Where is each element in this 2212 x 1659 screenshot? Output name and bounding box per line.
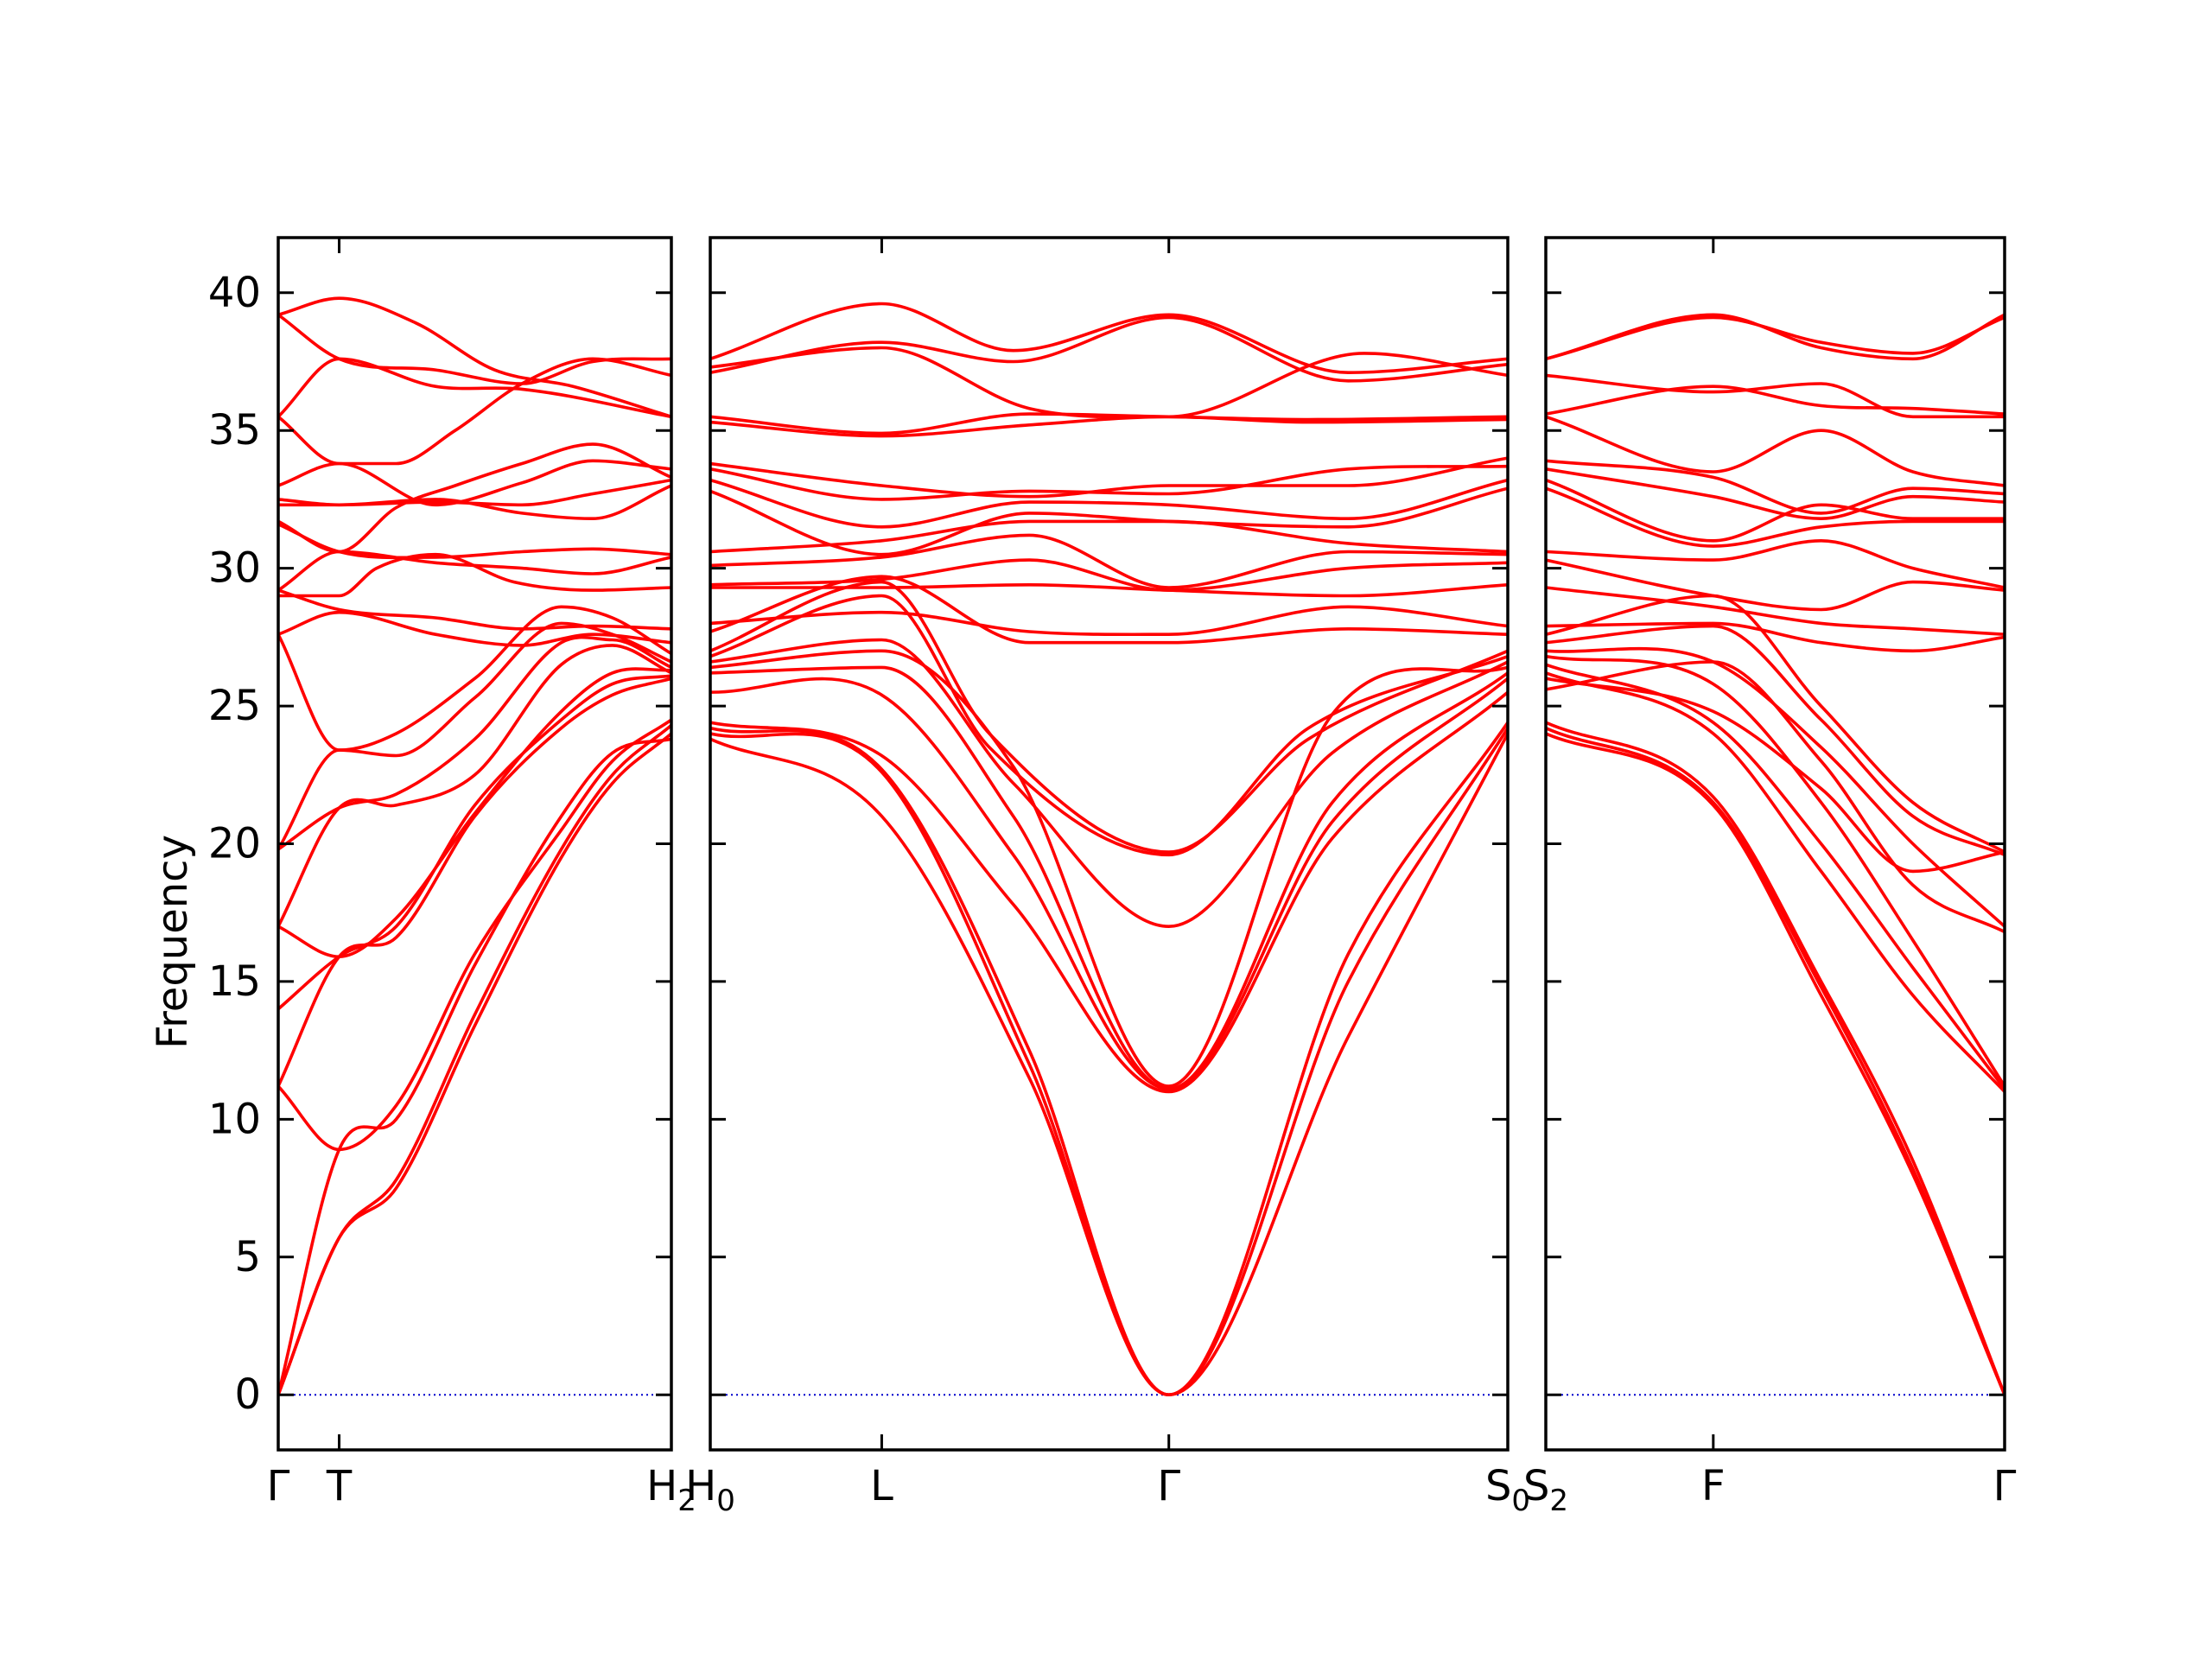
band-line-7 bbox=[278, 484, 671, 520]
band-line-4 bbox=[710, 412, 1508, 435]
y-tick-label: 30 bbox=[208, 544, 261, 593]
band-line-24 bbox=[710, 726, 1508, 1396]
band-line-18 bbox=[278, 667, 671, 958]
band-line-14 bbox=[278, 605, 671, 752]
x-tick-label: F bbox=[1701, 1462, 1726, 1510]
band-line-22 bbox=[710, 690, 1508, 1094]
x-tick-label: Γ bbox=[1993, 1462, 2017, 1510]
band-line-3 bbox=[710, 346, 1508, 419]
band-line-11 bbox=[278, 552, 671, 598]
band-line-3 bbox=[1546, 373, 2005, 419]
band-line-23 bbox=[278, 732, 671, 1396]
band-line-25 bbox=[710, 732, 1508, 1396]
band-line-8 bbox=[1546, 478, 2005, 543]
y-tick-label: 20 bbox=[208, 820, 261, 868]
y-tick-label: 35 bbox=[208, 406, 261, 454]
band-line-17 bbox=[710, 594, 1508, 857]
x-tick-label-subscript: 2 bbox=[1549, 1484, 1568, 1518]
band-line-3 bbox=[278, 357, 671, 419]
band-line-7 bbox=[710, 464, 1508, 501]
band-line-17 bbox=[1546, 654, 2005, 1088]
band-line-12 bbox=[278, 588, 671, 631]
band-line-12 bbox=[1546, 586, 2005, 636]
band-line-13 bbox=[278, 610, 671, 647]
band-line-7 bbox=[1546, 467, 2005, 520]
band-line-6 bbox=[278, 478, 671, 507]
band-line-16 bbox=[710, 580, 1508, 854]
band-line-21 bbox=[710, 677, 1508, 1091]
x-tick-label: H2 bbox=[646, 1462, 696, 1518]
y-tick-label: 25 bbox=[208, 682, 261, 730]
band-line-10 bbox=[278, 550, 671, 592]
band-line-13 bbox=[710, 583, 1508, 598]
band-line-13 bbox=[1546, 621, 2005, 653]
y-axis-title: Frequency bbox=[149, 835, 197, 1049]
band-line-6 bbox=[710, 456, 1508, 499]
x-tick-label: T bbox=[326, 1462, 353, 1510]
y-tick-label: 5 bbox=[234, 1233, 261, 1281]
band-line-11 bbox=[1546, 558, 2005, 612]
band-line-20 bbox=[1546, 721, 2005, 1396]
x-tick-label: Γ bbox=[267, 1462, 290, 1510]
band-line-2 bbox=[1546, 315, 2005, 361]
band-line-9 bbox=[710, 486, 1508, 556]
band-line-21 bbox=[1546, 726, 2005, 1396]
band-line-20 bbox=[278, 677, 671, 1088]
band-line-6 bbox=[1546, 459, 2005, 515]
band-line-5 bbox=[1546, 415, 2005, 487]
axes-frame bbox=[1544, 236, 2006, 1452]
panel-2: H0 L Γ S0 bbox=[685, 236, 1530, 1518]
panel-3: S2 F Γ bbox=[1523, 236, 2017, 1518]
band-line-9 bbox=[1546, 486, 2005, 548]
band-line-10 bbox=[710, 519, 1508, 554]
band-line-5 bbox=[710, 415, 1508, 438]
band-series-group bbox=[1546, 313, 2005, 1396]
axes-frame bbox=[276, 236, 673, 1452]
band-line-10 bbox=[1546, 539, 2005, 589]
band-line-12 bbox=[710, 558, 1508, 592]
band-line-8 bbox=[710, 478, 1508, 529]
band-line-4 bbox=[1546, 385, 2005, 416]
y-tick-label: 10 bbox=[208, 1095, 261, 1143]
band-line-2 bbox=[278, 313, 671, 385]
x-tick-label-subscript: 2 bbox=[677, 1484, 696, 1518]
band-line-15 bbox=[1546, 624, 2005, 857]
band-line-2 bbox=[710, 315, 1508, 383]
y-tick-label: 40 bbox=[208, 269, 261, 317]
x-tick-label: H0 bbox=[685, 1462, 735, 1518]
band-line-17 bbox=[278, 644, 671, 928]
band-line-22 bbox=[1546, 732, 2005, 1396]
band-line-5 bbox=[278, 459, 671, 507]
band-series-group bbox=[710, 302, 1508, 1396]
band-line-19 bbox=[710, 649, 1508, 1088]
band-line-23 bbox=[1546, 660, 2005, 934]
band-line-18 bbox=[1546, 663, 2005, 1091]
band-line-14 bbox=[710, 605, 1508, 637]
band-line-15 bbox=[710, 575, 1508, 645]
band-series-group bbox=[278, 296, 671, 1396]
band-line-15 bbox=[278, 621, 671, 851]
y-tick-label: 0 bbox=[234, 1370, 261, 1419]
band-line-14 bbox=[1546, 594, 2005, 854]
band-line-24 bbox=[1546, 677, 2005, 874]
band-line-16 bbox=[1546, 646, 2005, 928]
band-line-20 bbox=[710, 665, 1508, 1091]
x-tick-label-subscript: 0 bbox=[1511, 1484, 1530, 1518]
band-line-11 bbox=[710, 533, 1508, 589]
band-line-22 bbox=[278, 723, 671, 1396]
x-tick-label: L bbox=[870, 1462, 893, 1510]
band-line-1 bbox=[710, 302, 1508, 374]
y-tick-label: 15 bbox=[208, 957, 261, 1006]
panel-1: Γ T H2 0 5 10 15 20 25 30 35 40 bbox=[208, 236, 696, 1518]
band-line-19 bbox=[1546, 671, 2005, 1094]
x-tick-label: S2 bbox=[1523, 1462, 1568, 1518]
band-line-24 bbox=[278, 737, 671, 1396]
band-line-1 bbox=[278, 296, 671, 419]
x-tick-label-subscript: 0 bbox=[716, 1484, 735, 1518]
x-tick-label: Γ bbox=[1157, 1462, 1180, 1510]
band-line-18 bbox=[710, 638, 1508, 928]
band-line-1 bbox=[1546, 313, 2005, 361]
